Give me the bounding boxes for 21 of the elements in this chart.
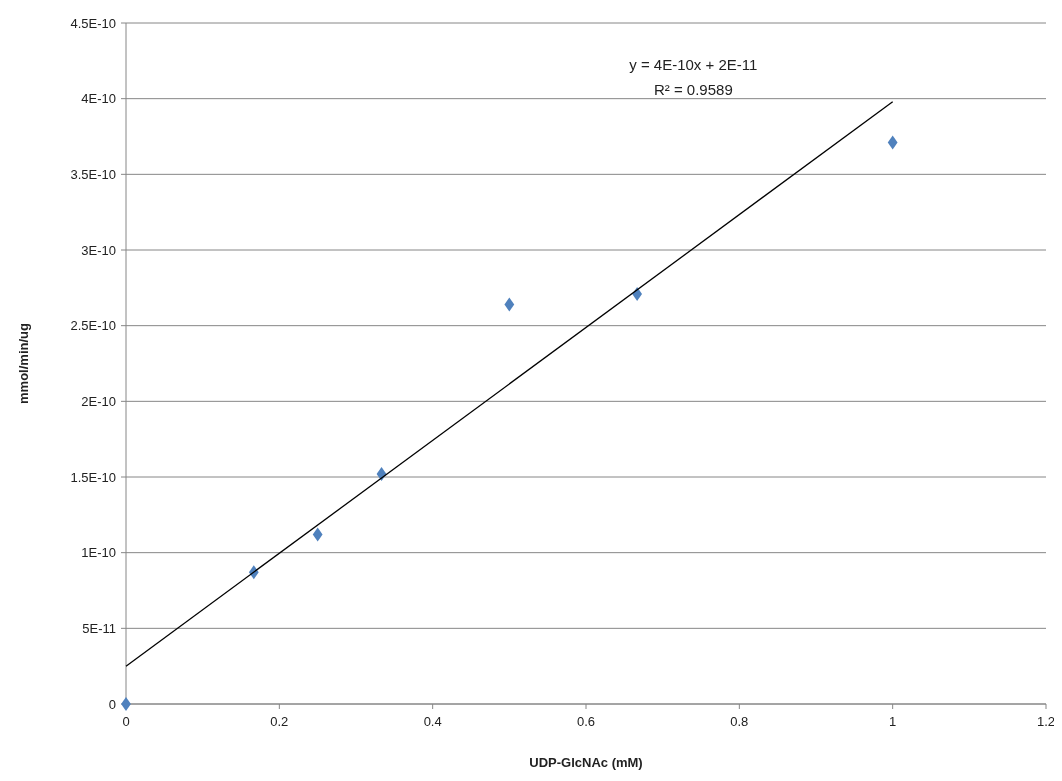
x-tick-label: 0.6 — [576, 714, 596, 729]
x-tick-label: 1.2 — [1036, 714, 1056, 729]
y-tick-label: 0 — [108, 696, 116, 712]
y-tick-label: 3.5E-10 — [70, 166, 116, 182]
y-tick-label: 4E-10 — [81, 91, 116, 107]
annotation: R² = 0.9589 — [653, 81, 733, 98]
y-tick-label: 3E-10 — [81, 242, 116, 258]
y-tick-label: 2.5E-10 — [70, 318, 116, 334]
x-tick-label: 0.4 — [423, 714, 442, 729]
x-tick-label: 0 — [122, 714, 130, 729]
annotation: y = 4E-10x + 2E-11 — [629, 56, 758, 73]
y-tick-label: 5E-11 — [82, 620, 116, 636]
x-tick-label: 0.2 — [270, 714, 289, 729]
y-tick-label: 4.5E-10 — [70, 15, 116, 31]
y-tick-label: 1.5E-10 — [70, 469, 116, 485]
x-tick-label: 0.8 — [730, 714, 749, 729]
x-axis-title: UDP-GlcNAc (mM) — [529, 755, 643, 770]
x-tick-label: 1 — [889, 714, 897, 729]
y-axis-title: mmol/min/ug — [16, 323, 31, 404]
y-tick-label: 2E-10 — [81, 393, 116, 409]
y-tick-label: 1E-10 — [81, 545, 116, 561]
